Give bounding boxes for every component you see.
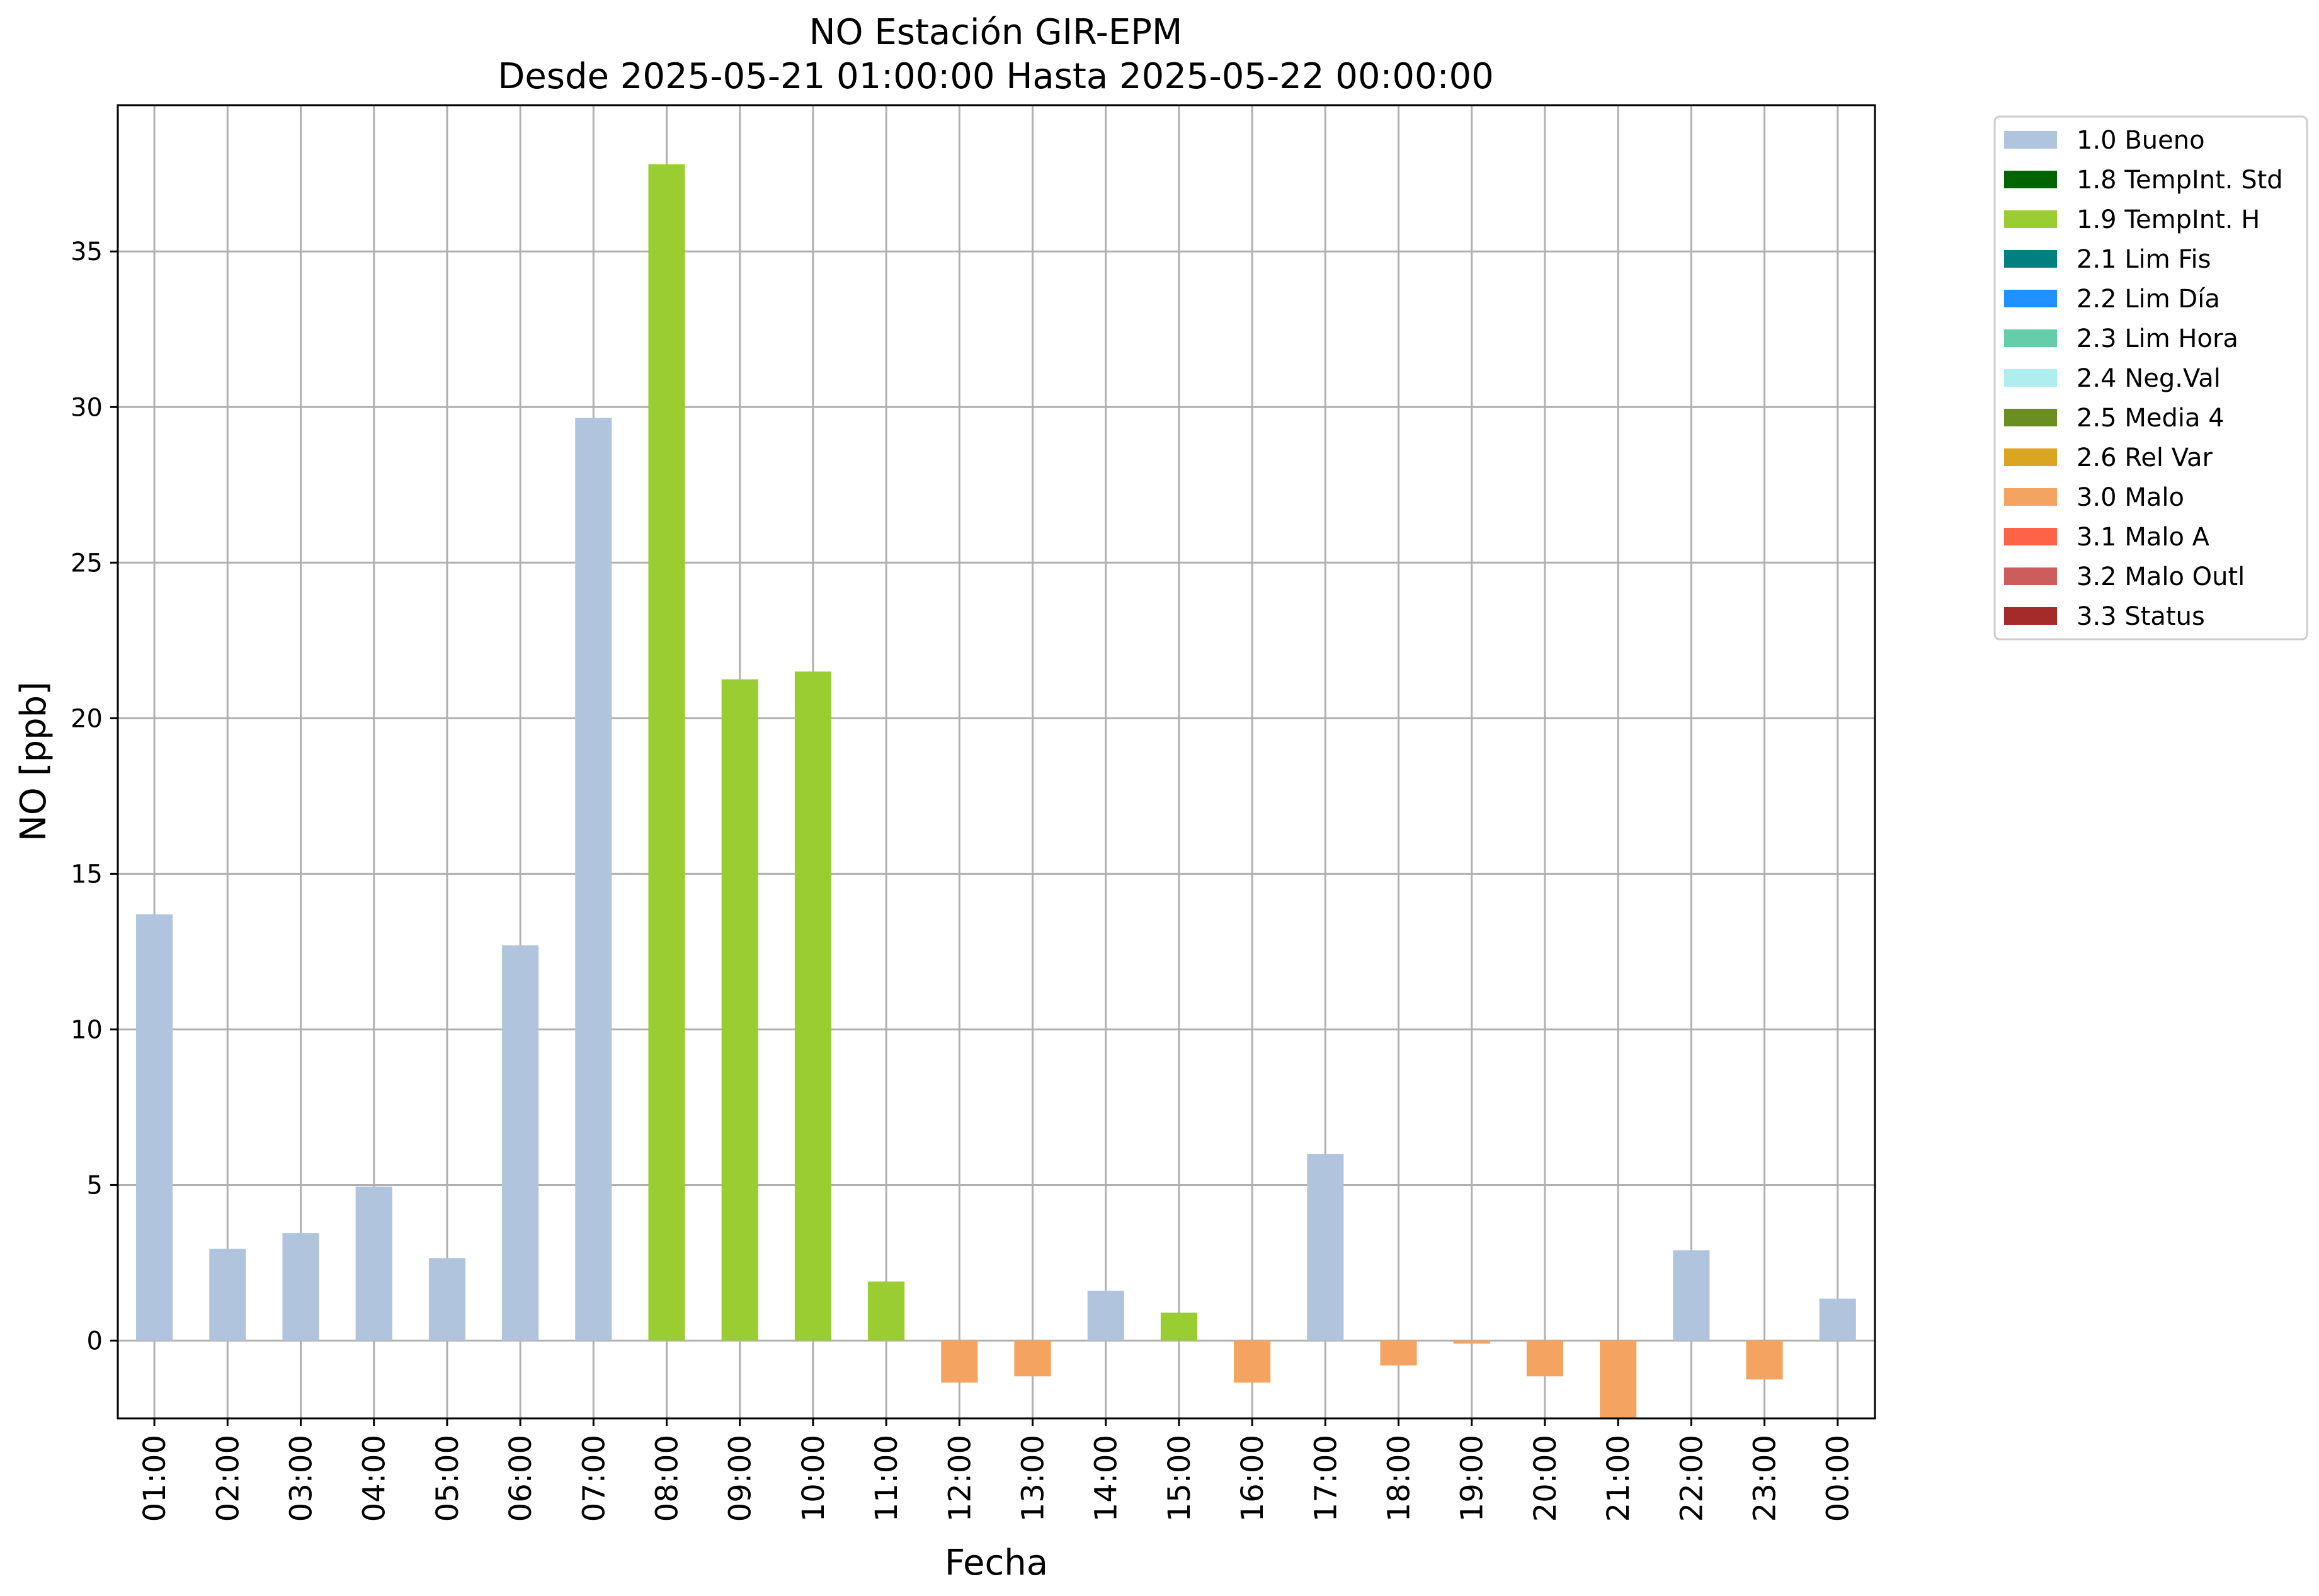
x-tick-label: 21:00 [1601,1435,1636,1522]
x-tick-label: 18:00 [1382,1435,1417,1522]
x-tick-label: 12:00 [942,1435,977,1522]
bar-22:00 [1673,1250,1710,1341]
x-tick-label: 09:00 [723,1435,758,1522]
x-tick-label: 07:00 [576,1435,612,1522]
bar-04:00 [355,1186,392,1341]
bar-10:00 [794,671,831,1341]
y-tick-label: 10 [71,1015,103,1044]
legend-label: 1.8 TempInt. Std [2077,166,2283,195]
y-tick-label: 25 [71,549,103,578]
x-tick-label: 11:00 [869,1435,904,1522]
bar-23:00 [1746,1340,1783,1380]
x-tick-label: 08:00 [650,1435,685,1522]
legend-swatch [2004,528,2057,545]
bar-14:00 [1087,1291,1124,1341]
y-axis-ticks: 0 5 10 15 20 25 30 35 [71,237,118,1355]
x-tick-label: 02:00 [210,1435,246,1522]
y-tick-label: 20 [71,704,103,733]
legend-swatch [2004,567,2057,585]
x-axis-label: Fecha [945,1542,1048,1583]
bar-16:00 [1234,1340,1271,1383]
legend-label: 3.1 Malo A [2077,523,2210,552]
legend-swatch [2004,290,2057,307]
legend-label: 1.9 TempInt. H [2077,205,2260,234]
y-tick-label: 30 [71,393,103,422]
bar-05:00 [428,1258,465,1341]
bar-19:00 [1453,1340,1490,1344]
y-tick-label: 0 [87,1326,103,1355]
legend-swatch [2004,131,2057,149]
y-tick-label: 5 [87,1171,103,1200]
bar-13:00 [1014,1340,1051,1377]
x-tick-label: 15:00 [1162,1435,1197,1522]
bar-17:00 [1307,1154,1344,1341]
legend-label: 3.3 Status [2077,602,2205,631]
bar-20:00 [1526,1340,1563,1377]
x-tick-label: 20:00 [1528,1435,1563,1522]
legend-swatch [2004,171,2057,188]
legend: 1.0 Bueno 1.8 TempInt. Std 1.9 TempInt. H 2… [1993,115,2308,641]
bar-12:00 [941,1340,978,1383]
x-tick-label: 04:00 [357,1435,392,1522]
y-tick-label: 15 [71,860,103,889]
legend-swatch [2004,607,2057,625]
legend-swatch [2004,250,2057,268]
legend-box [1993,115,2308,641]
bar-21:00 [1600,1340,1637,1418]
x-axis-ticks: 01:00 02:00 03:00 04:00 05:00 06:00 07:00 08:00… [137,1418,1856,1522]
bar-18:00 [1380,1340,1417,1366]
bar-07:00 [575,418,612,1341]
plot-frame [117,104,1876,1420]
x-tick-label: 23:00 [1748,1435,1783,1522]
legend-swatch [2004,488,2057,506]
x-tick-label: 06:00 [503,1435,538,1522]
legend-swatch [2004,329,2057,347]
legend-swatch [2004,210,2057,228]
legend-label: 2.3 Lim Hora [2077,324,2238,353]
legend-label: 2.2 Lim Día [2077,285,2220,314]
x-tick-label: 03:00 [284,1435,319,1522]
y-axis-label: NO [ppb] [13,681,54,841]
legend-label: 1.0 Bueno [2077,126,2205,155]
legend-label: 2.4 Neg.Val [2077,364,2221,393]
legend-label: 2.1 Lim Fis [2077,245,2211,274]
x-tick-label: 13:00 [1016,1435,1051,1522]
chart-title: NO Estación GIR-EPM [809,12,1183,53]
chart-subtitle: Desde 2025-05-21 01:00:00 Hasta 2025-05-… [498,56,1494,97]
x-tick-label: 19:00 [1455,1435,1490,1522]
x-tick-label: 05:00 [430,1435,465,1522]
x-tick-label: 01:00 [137,1435,173,1522]
x-tick-label: 16:00 [1235,1435,1270,1522]
x-tick-label: 14:00 [1089,1435,1124,1522]
bar-02:00 [209,1248,246,1341]
x-tick-label: 22:00 [1674,1435,1709,1522]
legend-label: 3.2 Malo Outl [2077,562,2245,591]
bar-09:00 [721,679,758,1341]
bar-00:00 [1819,1298,1856,1341]
y-tick-label: 35 [71,237,103,266]
legend-swatch [2004,448,2057,466]
bar-03:00 [282,1233,319,1341]
x-tick-label: 10:00 [796,1435,831,1522]
bar-15:00 [1160,1313,1197,1341]
x-tick-label: 17:00 [1308,1435,1343,1522]
bar-11:00 [868,1281,905,1341]
bars [136,164,1856,1418]
legend-label: 3.0 Malo [2077,483,2184,512]
legend-label: 2.6 Rel Var [2077,443,2213,472]
legend-swatch [2004,409,2057,426]
legend-label: 2.5 Media 4 [2077,404,2225,433]
bar-01:00 [136,914,173,1341]
bar-08:00 [648,164,685,1341]
bar-06:00 [502,945,539,1341]
legend-swatch [2004,369,2057,387]
x-tick-label: 00:00 [1821,1435,1856,1522]
